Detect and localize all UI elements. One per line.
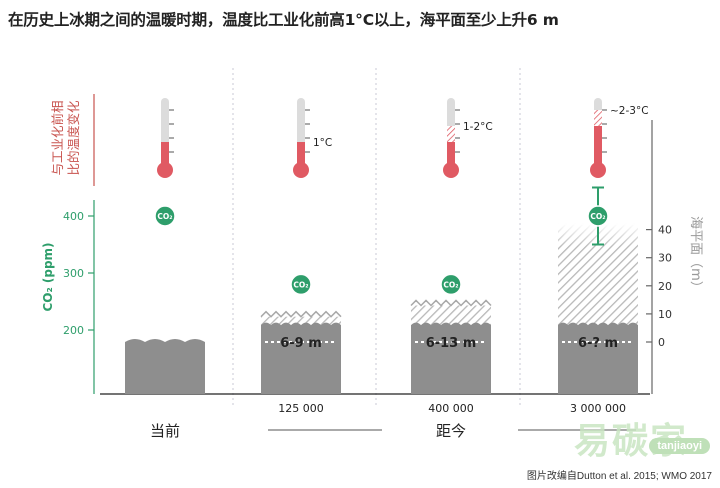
sea-level-label-3: 6-? m	[578, 336, 618, 351]
co2-marker-label-3: CO₂	[590, 212, 605, 221]
sea-level-label-2: 6-13 m	[426, 336, 477, 351]
sea-level-axis-label: 海平面（m）	[688, 216, 703, 294]
temperature-label-3: ~2-3°C	[610, 105, 649, 117]
thermometer-bulb-1	[293, 162, 309, 178]
time-axis-label: 距今	[436, 422, 466, 440]
thermometer-range-3	[594, 110, 602, 126]
watermark-badge: tanjiaoyi	[649, 438, 710, 454]
thermometer-fill-0	[161, 142, 169, 168]
thermometer-bulb-3	[590, 162, 606, 178]
sea-tick-label-0: 0	[658, 336, 665, 349]
thermometer-bulb-2	[443, 162, 459, 178]
sea-level-wave-2	[410, 299, 492, 307]
co2-marker-label-0: CO₂	[157, 212, 172, 221]
co2-tick-label-400: 400	[63, 210, 84, 223]
co2-marker-1	[290, 273, 312, 296]
category-label-1: 125 000	[278, 402, 324, 415]
co2-marker-0	[154, 205, 176, 227]
thermometer-bulb-0	[157, 162, 173, 178]
source-note: 图片改编自Dutton et al. 2015; WMO 2017	[526, 471, 712, 482]
co2-marker-label-2: CO₂	[443, 280, 458, 289]
sea-level-column-2	[411, 322, 491, 394]
temperature-axis-label: 与工业化前相比的温度变化	[50, 100, 81, 176]
co2-tick-label-300: 300	[63, 267, 84, 280]
sea-tick-label-40: 40	[658, 224, 672, 237]
co2-marker-2	[440, 273, 462, 296]
category-label-3: 3 000 000	[570, 402, 626, 415]
page-title: 在历史上冰期之间的温暖时期，温度比工业化前高1°C以上，海平面至少上升6 m	[8, 11, 559, 29]
sea-level-column-3	[558, 322, 638, 394]
thermometer-fill-3	[594, 126, 602, 168]
thermometer-range-2	[447, 126, 455, 142]
sea-level-wave-1	[260, 310, 342, 318]
temperature-label-2: 1-2°C	[463, 121, 493, 133]
temperature-axis-label-line1: 与工业化前相	[50, 100, 65, 175]
co2-marker-label-1: CO₂	[293, 280, 308, 289]
temperature-axis-label-line2: 比的温度变化	[66, 100, 81, 176]
category-label-0: 当前	[150, 422, 180, 440]
thermometer-fill-2	[447, 142, 455, 168]
temperature-label-1: 1°C	[313, 137, 332, 149]
co2-marker-3	[587, 205, 609, 227]
sea-level-label-1: 6-9 m	[280, 336, 322, 351]
sea-level-column-0	[125, 339, 205, 394]
sea-tick-label-30: 30	[658, 252, 672, 265]
category-label-2: 400 000	[428, 402, 474, 415]
sea-level-column-1	[261, 322, 341, 394]
sea-tick-label-10: 10	[658, 308, 672, 321]
sea-level-range-1	[261, 316, 341, 328]
sea-tick-label-20: 20	[658, 280, 672, 293]
co2-axis-label: CO₂ (ppm)	[41, 242, 55, 311]
sea-level-range-2	[411, 305, 491, 328]
thermometer-fill-1	[297, 142, 305, 168]
co2-tick-label-200: 200	[63, 324, 84, 337]
